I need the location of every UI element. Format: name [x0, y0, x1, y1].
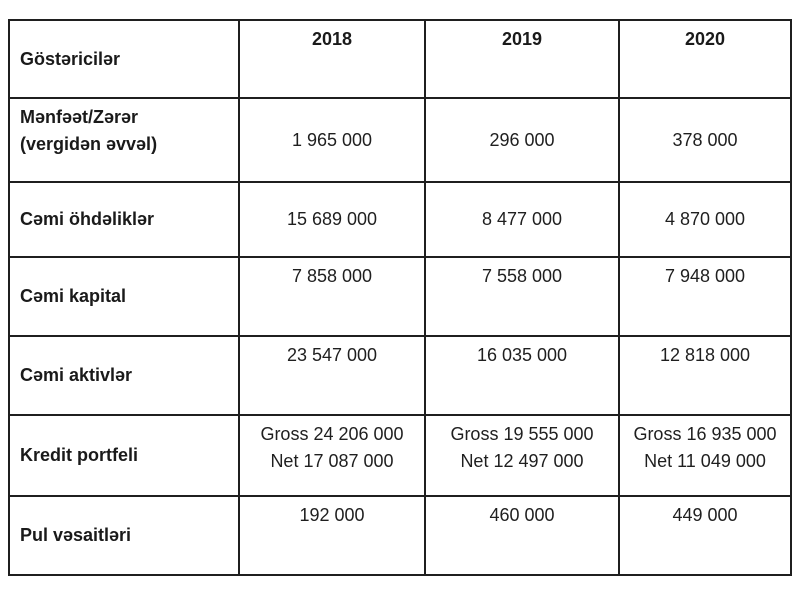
cell-profit-loss-2020: 378 000	[618, 97, 792, 183]
table-row-total-liabilities: Cəmi öhdəliklər 15 689 000 8 477 000 4 8…	[8, 181, 792, 258]
row-label-total-liabilities: Cəmi öhdəliklər	[8, 181, 240, 258]
table-header-row: Göstəricilər 2018 2019 2020	[8, 19, 792, 99]
cell-total-capital-2020: 7 948 000	[618, 256, 792, 337]
header-year-2020: 2020	[618, 19, 792, 99]
table-row-cash-funds: Pul vəsaitləri 192 000 460 000 449 000	[8, 495, 792, 576]
cell-total-liabilities-2019: 8 477 000	[424, 181, 620, 258]
header-year-2018: 2018	[238, 19, 426, 99]
table-row-profit-loss: Mənfəət/Zərər (vergidən əvvəl) 1 965 000…	[8, 97, 792, 183]
table-row-total-assets: Cəmi aktivlər 23 547 000 16 035 000 12 8…	[8, 335, 792, 416]
cell-credit-portfolio-2019: Gross 19 555 000 Net 12 497 000	[424, 414, 620, 497]
cell-credit-portfolio-2020: Gross 16 935 000 Net 11 049 000	[618, 414, 792, 497]
cell-profit-loss-2019: 296 000	[424, 97, 620, 183]
row-label-total-capital: Cəmi kapital	[8, 256, 240, 337]
cell-cash-funds-2020: 449 000	[618, 495, 792, 576]
cell-total-capital-2019: 7 558 000	[424, 256, 620, 337]
cell-profit-loss-2018: 1 965 000	[238, 97, 426, 183]
cell-cash-funds-2018: 192 000	[238, 495, 426, 576]
table-row-total-capital: Cəmi kapital 7 858 000 7 558 000 7 948 0…	[8, 256, 792, 337]
row-label-total-assets: Cəmi aktivlər	[8, 335, 240, 416]
row-label-credit-portfolio: Kredit portfeli	[8, 414, 240, 497]
financial-indicators-table: Göstəricilər 2018 2019 2020 Mənfəət/Zərə…	[8, 19, 792, 576]
cell-credit-portfolio-2018: Gross 24 206 000 Net 17 087 000	[238, 414, 426, 497]
header-indicators-label: Göstəricilər	[8, 19, 240, 99]
cell-total-assets-2020: 12 818 000	[618, 335, 792, 416]
table-row-credit-portfolio: Kredit portfeli Gross 24 206 000 Net 17 …	[8, 414, 792, 497]
cell-total-liabilities-2020: 4 870 000	[618, 181, 792, 258]
cell-cash-funds-2019: 460 000	[424, 495, 620, 576]
row-label-profit-loss: Mənfəət/Zərər (vergidən əvvəl)	[8, 97, 240, 183]
header-year-2019: 2019	[424, 19, 620, 99]
cell-total-assets-2019: 16 035 000	[424, 335, 620, 416]
document-page: Göstəricilər 2018 2019 2020 Mənfəət/Zərə…	[8, 19, 792, 576]
row-label-cash-funds: Pul vəsaitləri	[8, 495, 240, 576]
cell-total-liabilities-2018: 15 689 000	[238, 181, 426, 258]
cell-total-assets-2018: 23 547 000	[238, 335, 426, 416]
cell-total-capital-2018: 7 858 000	[238, 256, 426, 337]
